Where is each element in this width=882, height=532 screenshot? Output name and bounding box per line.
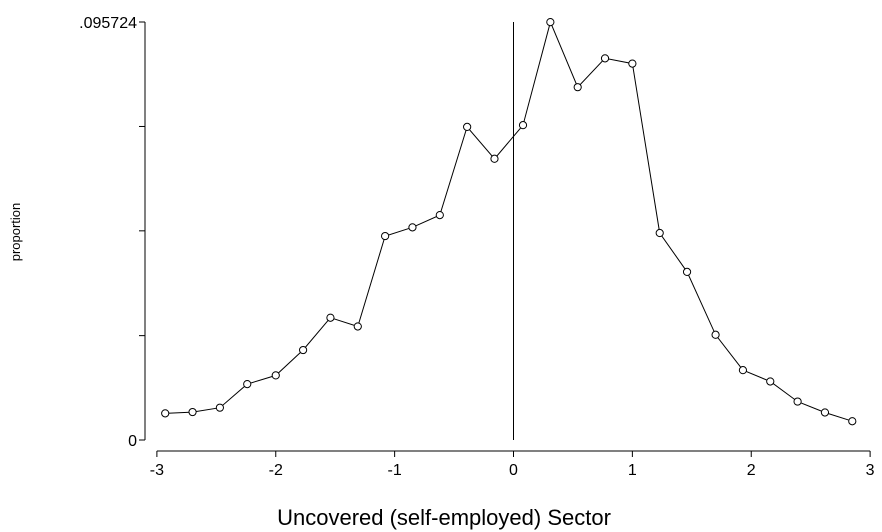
data-point <box>518 121 528 130</box>
data-point <box>490 154 499 163</box>
data-point <box>793 397 802 406</box>
data-point <box>215 403 224 412</box>
data-point <box>682 267 692 276</box>
data-point <box>600 54 610 63</box>
data-point <box>573 83 582 92</box>
data-point <box>463 122 472 132</box>
x-tick-label: -3 <box>150 462 164 479</box>
data-point <box>546 18 555 27</box>
data-point <box>820 408 830 417</box>
data-point <box>435 211 444 220</box>
x-tick-label: 3 <box>866 462 875 479</box>
data-point <box>628 59 637 68</box>
plot-axes <box>144 22 871 452</box>
data-points <box>161 18 857 426</box>
x-tick-label: 2 <box>747 462 756 479</box>
data-point <box>381 231 390 241</box>
data-point <box>738 366 748 375</box>
x-tick-label: -1 <box>388 462 402 479</box>
data-point <box>711 330 720 339</box>
data-point <box>766 377 775 386</box>
data-point <box>326 313 335 322</box>
series-line <box>165 20 853 422</box>
data-point <box>848 417 857 426</box>
data-point <box>298 345 308 355</box>
x-tick-label: -2 <box>269 462 283 479</box>
data-point <box>243 380 252 389</box>
data-point <box>353 322 362 331</box>
data-point <box>655 228 664 238</box>
y-tick-label: 0 <box>128 433 137 450</box>
data-point <box>188 407 197 417</box>
x-tick-label: 1 <box>628 462 637 479</box>
x-ticks: -3 -2 -1 0 1 2 3 <box>150 451 875 479</box>
y-axis-title: proportion <box>8 203 23 262</box>
y-ticks: 0 .095724 <box>79 15 145 450</box>
x-tick-label: 0 <box>509 462 518 479</box>
data-point <box>161 409 170 418</box>
x-axis-title: Uncovered (self-employed) Sector <box>277 505 611 530</box>
data-point <box>271 371 280 380</box>
data-point <box>408 223 417 232</box>
y-tick-label: .095724 <box>79 15 137 32</box>
